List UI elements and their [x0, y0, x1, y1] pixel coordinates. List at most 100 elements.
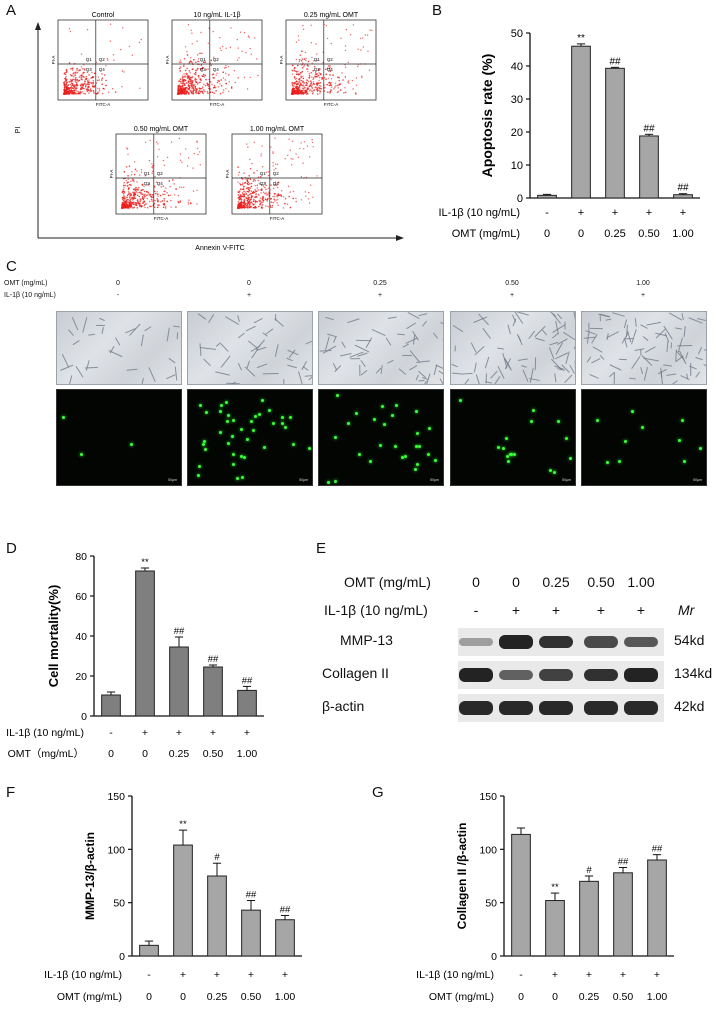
condition-0-3: + [646, 207, 652, 219]
flow-q2: Q2 [327, 57, 334, 62]
flow-plot-title: 0.25 mg/mL OMT [304, 12, 359, 19]
panel-letter-b: B [432, 2, 443, 19]
e-omt-value-0: 0 [472, 574, 480, 590]
panel-letter-e: E [316, 540, 327, 557]
condition-1-4: 1.00 [275, 991, 296, 1003]
fluorescence-image-0: 50μm [56, 389, 182, 486]
significance-mark-1: ** [551, 882, 559, 893]
significance-mark-2: # [214, 852, 220, 863]
bar-1 [571, 45, 591, 199]
condition-0-2: + [612, 207, 618, 219]
bar-4 [275, 919, 295, 957]
y-tick-label: 100 [107, 844, 125, 856]
condition-1-2: 0.25 [169, 748, 190, 760]
bar-1 [173, 844, 193, 957]
significance-mark-1: ** [577, 33, 585, 44]
flow-q4: Q4 [213, 67, 220, 72]
condition-1-2: 0.25 [604, 228, 625, 240]
e-omt-value-1: 0 [512, 574, 520, 590]
blot-band-1-2 [539, 669, 573, 681]
flow-plot-title: 10 ng/mL IL-1β [194, 12, 241, 19]
significance-mark-3: ## [246, 890, 257, 901]
condition-0-4: + [680, 207, 686, 219]
blot-band-2-3 [584, 701, 618, 715]
y-tick-label: 150 [107, 791, 125, 803]
bar-2 [579, 880, 599, 957]
flow-plot-3: 0.50 mg/mL OMT Q1 Q2 Q3 Q4 FITC-A PI-A [109, 126, 207, 221]
y-tick-label: 30 [511, 94, 523, 106]
y-tick-label: 10 [511, 160, 523, 172]
blot-band-0-2 [539, 635, 573, 649]
y-tick-label: 80 [75, 551, 87, 563]
bar-0 [537, 194, 557, 199]
y-tick-label: 40 [511, 61, 523, 73]
flow-axis-y: PI-A [225, 170, 230, 179]
condition-0-2: + [586, 969, 592, 981]
condition-row-label-1: OMT (mg/mL) [57, 991, 122, 1003]
y-tick-label: 20 [511, 127, 523, 139]
panel-letter-g: G [372, 784, 384, 801]
scale-bar-label: 50μm [168, 478, 177, 482]
condition-row-label-1: OMT (mg/mL) [452, 228, 520, 240]
y-tick-label: 60 [75, 591, 87, 603]
blot-mw-0: 54kd [674, 632, 705, 648]
flow-cytometry-panel: PI Annexin V-FITC Control Q1 Q2 Q3 Q4 FITC-A P… [15, 12, 404, 252]
condition-0-1: + [180, 969, 186, 981]
blot-band-2-1 [499, 701, 533, 715]
bar-3 [241, 909, 261, 957]
significance-mark-3: ## [618, 856, 629, 867]
condition-1-0: 0 [108, 748, 114, 760]
e-mr-label: Mr [678, 602, 695, 618]
y-tick-label: 20 [75, 671, 87, 683]
c-omt-value-4: 1.00 [636, 280, 650, 287]
bar-1 [545, 900, 565, 957]
blot-band-0-3 [584, 636, 618, 648]
condition-1-4: 1.00 [237, 748, 258, 760]
blot-mw-2: 42kd [674, 698, 705, 714]
y-tick-label: 0 [81, 711, 87, 723]
flow-plot-title: Control [92, 12, 115, 19]
fluorescence-image-4: 50μm [581, 389, 707, 486]
y-tick-label: 50 [113, 898, 125, 910]
condition-0-3: + [210, 727, 216, 739]
condition-0-4: + [244, 727, 250, 739]
condition-1-2: 0.25 [207, 991, 228, 1003]
bar-2 [169, 646, 189, 717]
condition-1-3: 0.50 [241, 991, 262, 1003]
condition-row-label-0: IL-1β (10 ng/mL) [6, 727, 84, 739]
bar-0 [101, 694, 121, 717]
significance-mark-1: ** [141, 557, 149, 568]
blot-band-1-3 [584, 668, 618, 682]
brightfield-image-3 [450, 311, 576, 385]
significance-mark-3: ## [643, 123, 655, 134]
panel-letter-d: D [6, 540, 17, 557]
e-omt-value-4: 1.00 [627, 574, 655, 590]
bar-4 [673, 194, 693, 199]
e-il-value-0: - [473, 602, 479, 618]
condition-1-1: 0 [142, 748, 148, 760]
flow-q3: Q3 [144, 181, 151, 186]
condition-0-2: + [214, 969, 220, 981]
flow-axis-y: PI-A [165, 56, 170, 65]
condition-0-3: + [248, 969, 254, 981]
y-tick-label: 100 [479, 844, 497, 856]
flow-events [291, 23, 373, 95]
scale-bar-label: 50μm [299, 478, 308, 482]
c-omt-value-2: 0.25 [373, 280, 387, 287]
e-omt-value-3: 0.50 [587, 574, 615, 590]
flow-q3: Q3 [314, 67, 321, 72]
significance-mark-3: ## [208, 654, 219, 665]
e-il-value-4: + [636, 602, 646, 618]
flow-axis-y: PI-A [279, 56, 284, 65]
blot-band-1-4 [624, 668, 658, 682]
c-il-value-4: + [640, 292, 646, 299]
y-axis-label: MMP-13/β-actin [83, 832, 97, 920]
condition-1-4: 1.00 [647, 991, 668, 1003]
bar-4 [647, 859, 667, 957]
flow-q4: Q4 [273, 181, 280, 186]
scale-bar-label: 50μm [693, 478, 702, 482]
y-axis-label: Cell mortality(%) [46, 585, 61, 688]
significance-mark-2: ## [174, 626, 185, 637]
flow-q2: Q2 [273, 171, 280, 176]
c-omt-row-label: OMT (mg/mL) [4, 280, 48, 287]
